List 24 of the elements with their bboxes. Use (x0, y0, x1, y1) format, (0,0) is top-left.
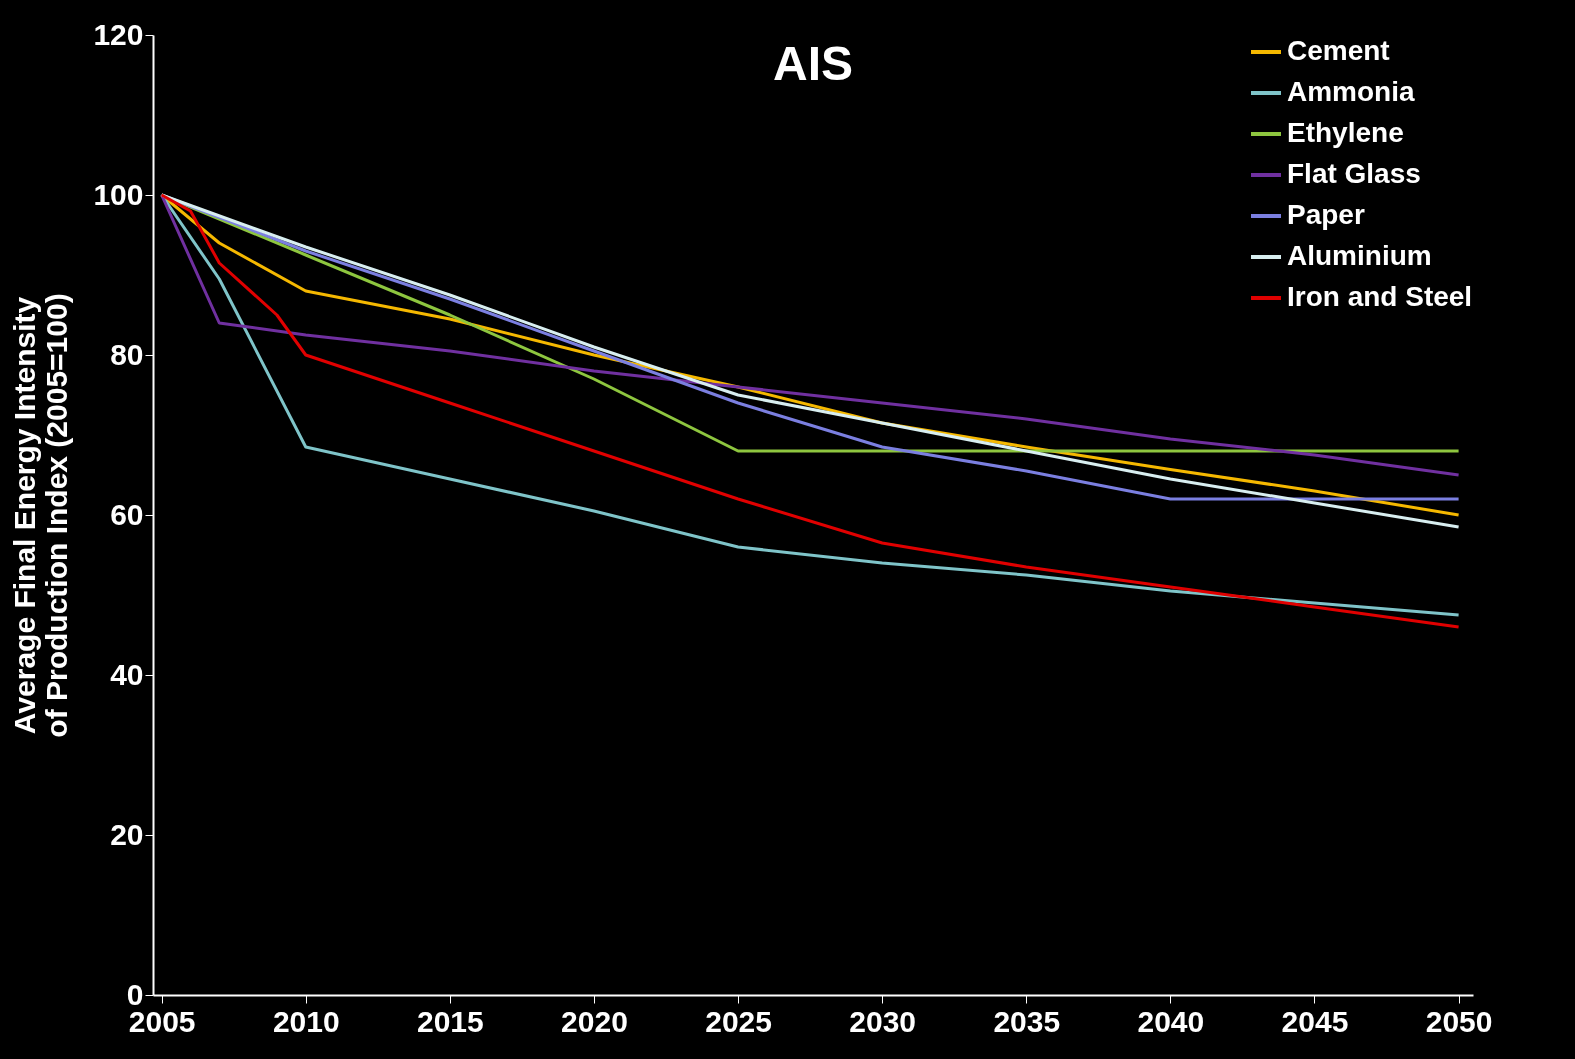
y-tick-label: 100 (93, 177, 144, 211)
legend-label: Ethylene (1287, 117, 1404, 148)
x-tick-label: 2010 (272, 1004, 340, 1038)
legend-label: Ammonia (1287, 76, 1415, 107)
y-tick-label: 120 (93, 17, 144, 51)
x-tick-label: 2015 (416, 1004, 484, 1038)
legend-label: Paper (1287, 199, 1365, 230)
y-tick-label: 40 (110, 657, 144, 691)
legend-label: Iron and Steel (1287, 281, 1473, 312)
x-tick-label: 2035 (993, 1004, 1061, 1038)
legend-label: Aluminium (1287, 240, 1432, 271)
y-tick-label: 20 (110, 817, 144, 851)
x-tick-label: 2050 (1425, 1004, 1493, 1038)
x-tick-label: 2025 (705, 1004, 772, 1038)
chart-title: AIS (772, 37, 854, 90)
y-tick-label: 80 (110, 337, 144, 371)
y-axis-title: Average Final Energy Intensity of Production Index (2005=100) (8, 293, 74, 738)
x-tick-label: 2040 (1137, 1004, 1205, 1038)
legend-label: Cement (1287, 35, 1390, 66)
y-tick-label: 60 (110, 497, 144, 531)
legend-label: Flat Glass (1287, 158, 1421, 189)
x-tick-label: 2020 (561, 1004, 628, 1038)
x-tick-label: 2045 (1281, 1004, 1349, 1038)
x-tick-label: 2030 (849, 1004, 917, 1038)
